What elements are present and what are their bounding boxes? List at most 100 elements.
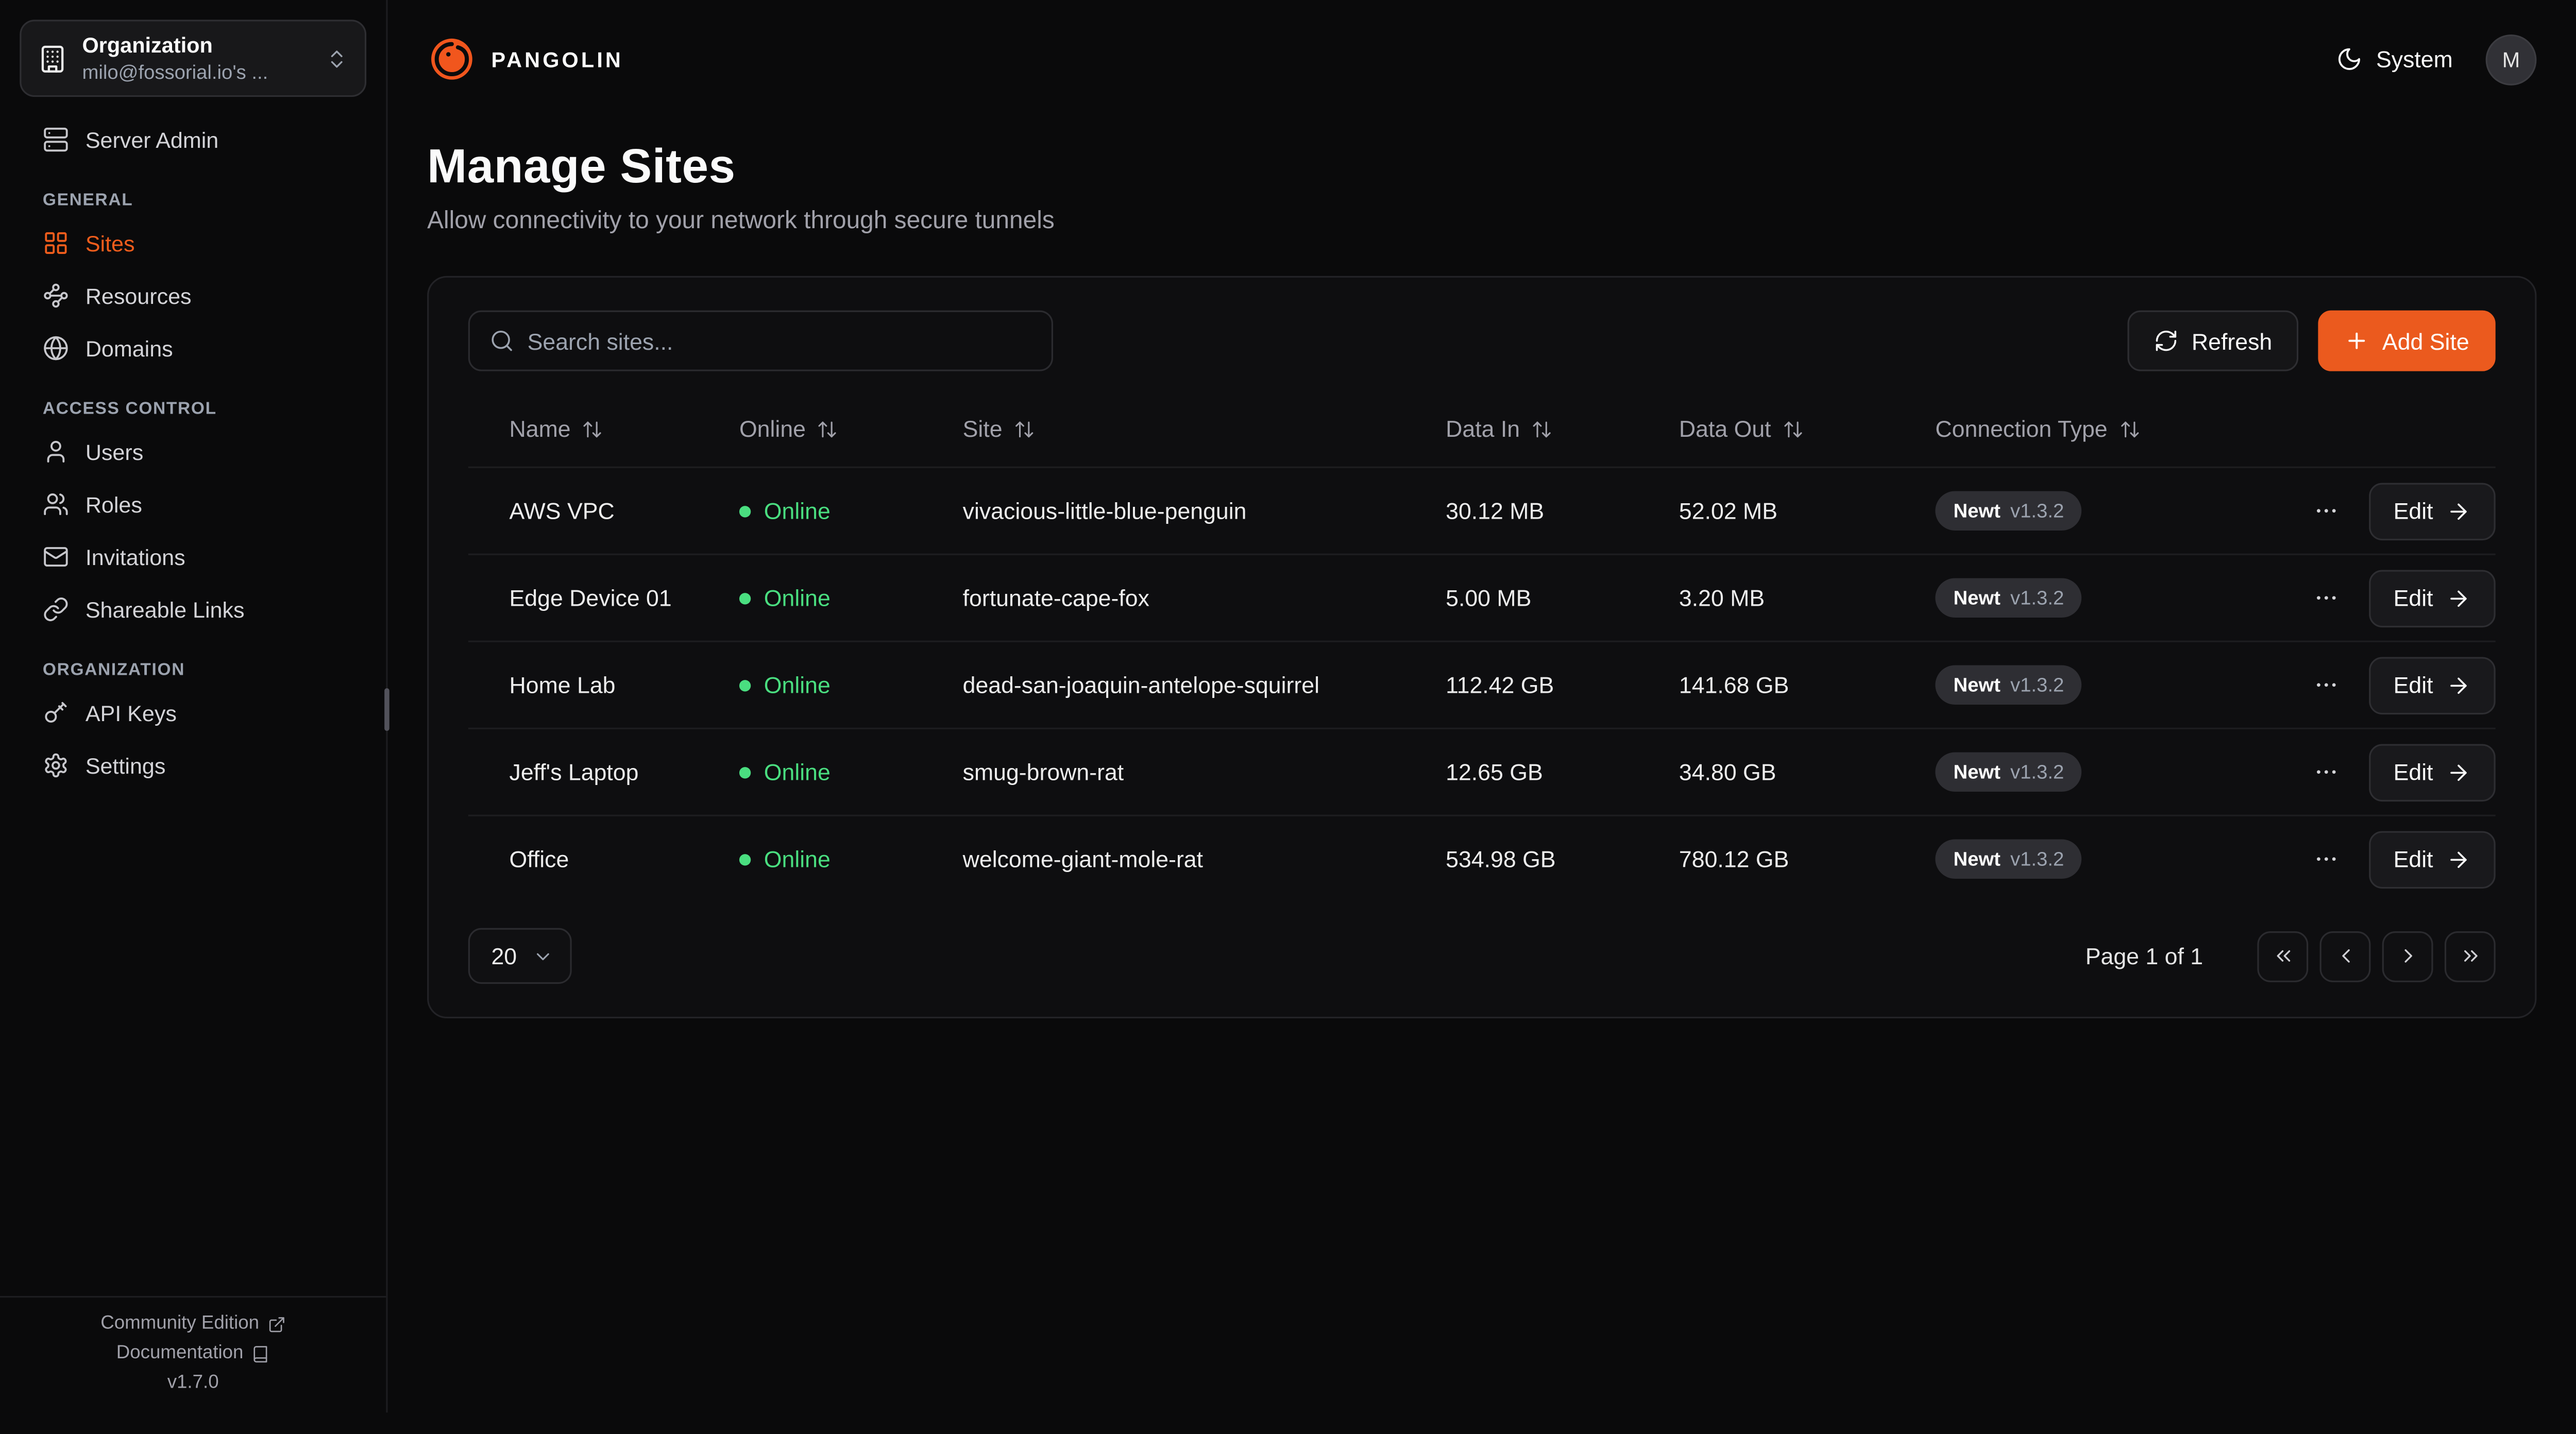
waypoints-icon [43, 282, 69, 309]
sidebar-item-label: Settings [85, 753, 166, 778]
sidebar-item-invitations[interactable]: Invitations [26, 531, 360, 583]
edit-button[interactable]: Edit [2368, 656, 2496, 714]
sidebar: Organization milo@fossorial.io's ... Ser… [0, 0, 389, 1413]
grid-icon [43, 230, 69, 256]
page-subtitle: Allow connectivity to your network throu… [427, 207, 1055, 235]
site-slug-cell: dead-san-joaquin-antelope-squirrel [962, 672, 1320, 698]
online-dot-icon [739, 592, 751, 604]
edit-button[interactable]: Edit [2368, 482, 2496, 540]
sidebar-item-resources[interactable]: Resources [26, 269, 360, 322]
sidebar-item-roles[interactable]: Roles [26, 478, 360, 531]
book-icon [251, 1344, 269, 1362]
previous-page-button[interactable] [2319, 930, 2371, 982]
chevrons-up-down-icon [325, 47, 348, 70]
chevron-right-icon [2396, 945, 2419, 968]
search-box [468, 310, 1054, 371]
arrow-right-icon [2446, 847, 2471, 872]
chevrons-left-icon [2271, 945, 2294, 968]
connection-type-badge: Newt v1.3.2 [1935, 839, 2082, 879]
arrow-right-icon [2446, 760, 2471, 784]
sidebar-resize-handle[interactable] [384, 688, 389, 731]
add-site-button[interactable]: Add Site [2318, 310, 2496, 371]
data-out-cell: 141.68 GB [1679, 672, 1789, 698]
main-area: PANGOLIN System M Manage Sites Allow con… [388, 0, 2576, 1412]
row-menu-button[interactable] [2307, 839, 2346, 879]
data-in-cell: 5.00 MB [1446, 585, 1532, 611]
arrow-right-icon [2446, 586, 2471, 610]
server-icon [43, 127, 69, 153]
table-row: Edge Device 01 Online fortunate-cape-fox… [468, 553, 2496, 641]
brand-name: PANGOLIN [491, 46, 623, 72]
sidebar-item-label: Server Admin [85, 127, 219, 152]
page-indicator: Page 1 of 1 [2085, 943, 2204, 969]
search-input[interactable] [527, 328, 1032, 354]
section-label-organization: ORGANIZATION [42, 660, 185, 680]
theme-label: System [2376, 46, 2453, 73]
sidebar-item-shareable-links[interactable]: Shareable Links [26, 583, 360, 636]
sidebar-item-server-admin[interactable]: Server Admin [26, 113, 360, 166]
site-slug-cell: fortunate-cape-fox [962, 585, 1149, 611]
online-status-cell: Online [739, 498, 963, 524]
next-page-button[interactable] [2382, 930, 2433, 982]
arrow-right-icon [2446, 499, 2471, 523]
chevron-left-icon [2334, 945, 2357, 968]
row-menu-button[interactable] [2307, 491, 2346, 531]
brand: PANGOLIN [427, 35, 623, 84]
sidebar-item-users[interactable]: Users [26, 425, 360, 478]
first-page-button[interactable] [2257, 930, 2309, 982]
connection-type-badge: Newt v1.3.2 [1935, 752, 2082, 792]
sidebar-item-domains[interactable]: Domains [26, 322, 360, 374]
row-menu-button[interactable] [2307, 752, 2346, 792]
column-header-data-in[interactable]: Data In [1446, 416, 1679, 442]
plus-icon [2345, 329, 2369, 353]
sidebar-item-label: Domains [85, 336, 173, 361]
org-title: Organization [82, 32, 213, 58]
edit-button[interactable]: Edit [2368, 743, 2496, 801]
sidebar-item-label: Resources [85, 283, 192, 308]
data-out-cell: 52.02 MB [1679, 498, 1778, 524]
sort-icon [1531, 418, 1552, 439]
sort-icon [1783, 418, 1804, 439]
user-avatar[interactable]: M [2485, 33, 2537, 85]
connection-type-badge: Newt v1.3.2 [1935, 578, 2082, 618]
row-menu-button[interactable] [2307, 578, 2346, 618]
table-row: AWS VPC Online vivacious-little-blue-pen… [468, 466, 2496, 554]
last-page-button[interactable] [2444, 930, 2496, 982]
edit-button[interactable]: Edit [2368, 830, 2496, 888]
community-edition-link[interactable]: Community Edition [100, 1314, 285, 1334]
column-header-data-out[interactable]: Data Out [1679, 416, 1935, 442]
online-dot-icon [739, 853, 751, 865]
sites-table: Name Online Site Data In [468, 391, 2496, 902]
sidebar-item-sites[interactable]: Sites [26, 217, 360, 269]
online-label: Online [764, 585, 831, 611]
theme-toggle[interactable]: System [2336, 46, 2453, 73]
data-in-cell: 30.12 MB [1446, 498, 1545, 524]
online-dot-icon [739, 766, 751, 778]
edit-button[interactable]: Edit [2368, 569, 2496, 627]
site-name-cell: Home Lab [509, 672, 616, 698]
ellipsis-icon [2313, 672, 2339, 698]
column-header-name[interactable]: Name [510, 416, 739, 442]
refresh-icon [2154, 329, 2179, 353]
sort-icon [1014, 418, 1035, 439]
search-icon [489, 329, 514, 353]
sidebar-item-api-keys[interactable]: API Keys [26, 687, 360, 739]
page-content: Manage Sites Allow connectivity to your … [388, 118, 2576, 1019]
documentation-link[interactable]: Documentation [116, 1343, 270, 1363]
column-header-online[interactable]: Online [739, 416, 963, 442]
column-header-site[interactable]: Site [963, 416, 1446, 442]
sort-icon [582, 418, 603, 439]
column-header-connection-type[interactable]: Connection Type [1935, 416, 2303, 442]
row-menu-button[interactable] [2307, 665, 2346, 705]
sidebar-item-settings[interactable]: Settings [26, 739, 360, 792]
data-out-cell: 3.20 MB [1679, 585, 1765, 611]
key-icon [43, 699, 69, 726]
refresh-button[interactable]: Refresh [2127, 310, 2299, 371]
page-size-select[interactable]: 20 [468, 928, 571, 984]
site-name-cell: Jeff's Laptop [509, 759, 639, 786]
org-picker[interactable]: Organization milo@fossorial.io's ... [20, 20, 367, 97]
site-slug-cell: welcome-giant-mole-rat [962, 846, 1204, 873]
building-icon [38, 44, 67, 73]
sidebar-item-label: API Keys [85, 701, 177, 725]
